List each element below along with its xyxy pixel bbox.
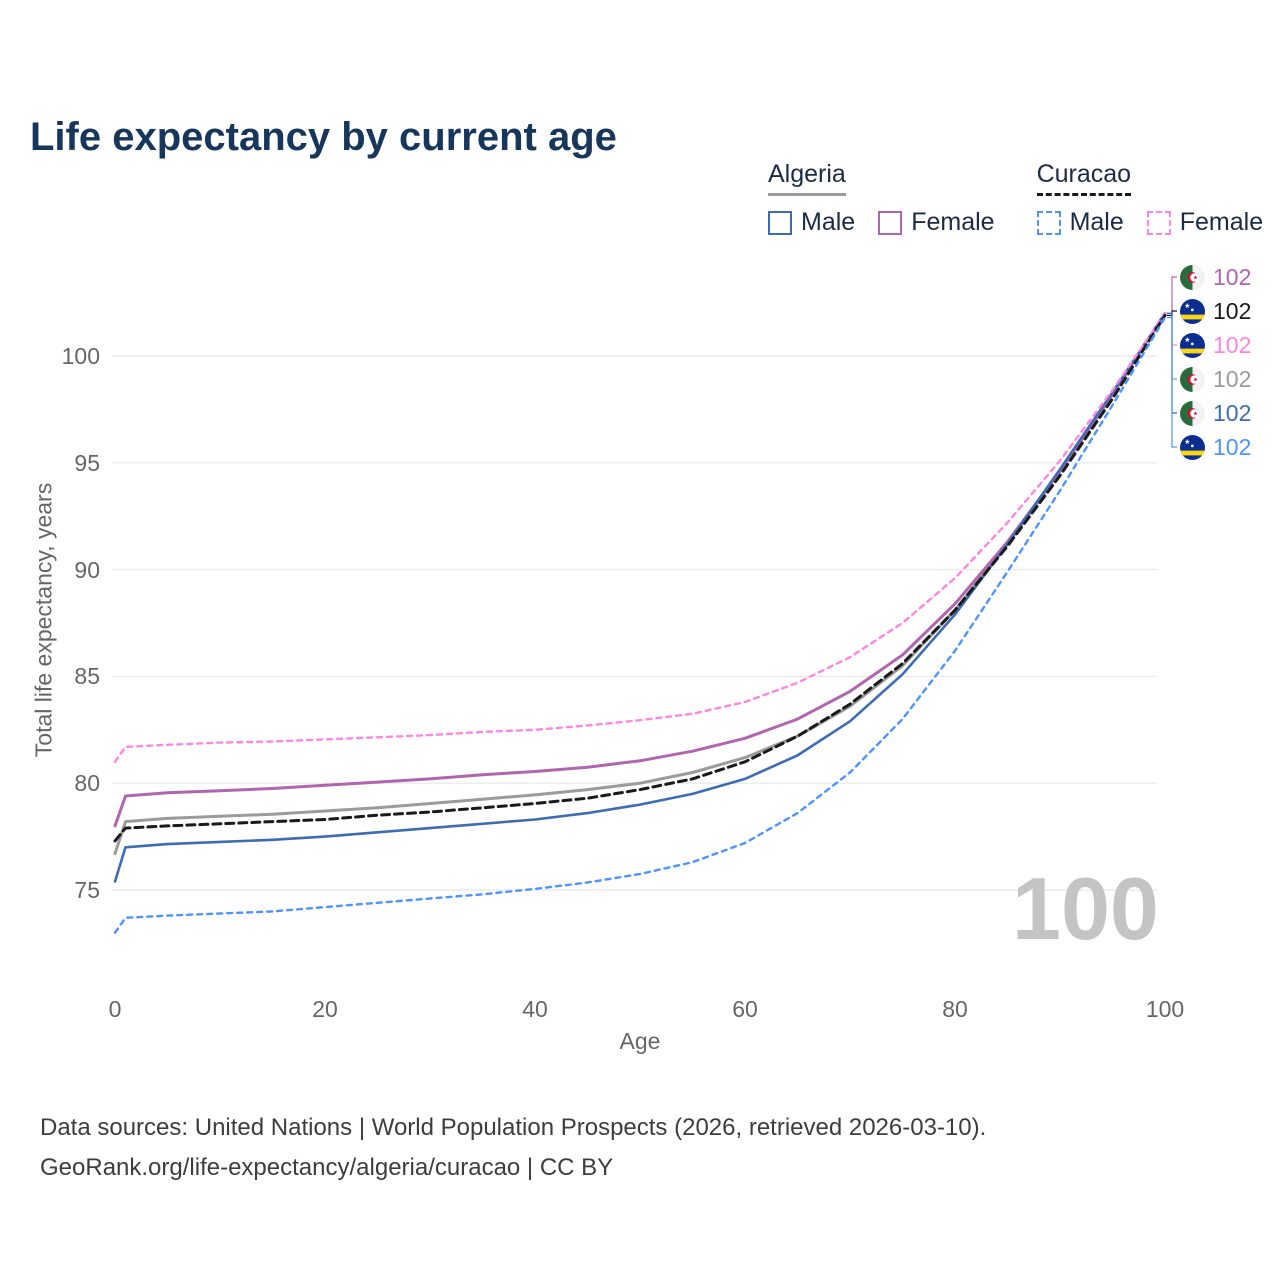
legend-label-curacao-male[interactable]: Male [1069,208,1124,236]
x-axis-tick-label: 100 [1145,996,1185,1022]
legend-items-curacao: Male Female [1036,208,1278,237]
page-title: Life expectancy by current age [30,114,617,159]
x-axis-tick-label: 60 [732,996,758,1022]
legend-label-algeria-male[interactable]: Male [801,208,856,236]
algeria-flag-icon [1180,400,1205,426]
endpoint-value: 102 [1213,399,1252,426]
legend-country-curacao[interactable]: Curacao [1036,160,1132,196]
y-axis-tick-label: 75 [74,877,100,903]
y-axis-tick-label: 95 [74,449,100,476]
curacao-flag-icon [1180,434,1205,460]
legend-label-algeria-female[interactable]: Female [911,208,995,236]
endpoint-value: 102 [1213,297,1252,324]
current-age-watermark: 100 [1012,859,1159,958]
footer: Data sources: United Nations | World Pop… [40,1108,986,1188]
endpoint-labels: 102 102 102 [1180,260,1251,464]
legend-group-algeria: Algeria Male Female [768,160,1009,237]
endpoint-row-curacao-female: 102 [1180,328,1251,362]
endpoint-row-algeria-male: 102 [1180,396,1251,430]
algeria-male-swatch[interactable] [768,210,792,235]
x-axis-tick-label: 20 [312,996,338,1022]
y-axis-tick-label: 90 [74,556,100,583]
endpoint-row-curacao-both: 102 [1180,294,1251,328]
legend-items-algeria: Male Female [768,208,1009,237]
curacao-female-swatch[interactable] [1146,210,1171,235]
x-axis-tick-label: 40 [522,996,548,1022]
y-axis-tick-label: 85 [74,663,100,690]
algeria-female-swatch[interactable] [878,210,903,235]
legend-country-algeria[interactable]: Algeria [768,160,846,196]
endpoint-value: 102 [1213,433,1252,460]
x-axis-tick-label: 80 [942,996,968,1022]
attribution-line: GeoRank.org/life-expectancy/algeria/cura… [40,1154,614,1181]
x-axis-title: Age [619,1028,661,1054]
endpoint-row-algeria-both: 102 [1180,362,1251,396]
y-axis-title: Total life expectancy, years [30,482,57,758]
curacao-male-swatch[interactable] [1036,210,1061,235]
x-axis-tick-label: 0 [108,996,122,1022]
legend-label-curacao-female[interactable]: Female [1179,208,1264,236]
endpoint-value: 102 [1213,263,1252,290]
endpoint-row-curacao-male: 102 [1180,430,1251,464]
endpoint-row-algeria-female: 102 [1180,260,1251,294]
algeria-flag-icon [1180,366,1205,392]
data-sources-line: Data sources: United Nations | World Pop… [40,1114,987,1141]
endpoint-value: 102 [1213,365,1252,392]
y-axis-tick-label: 100 [61,343,100,369]
legend-group-curacao: Curacao Male Female [1036,160,1278,237]
curacao-flag-icon [1180,332,1205,358]
endpoint-value: 102 [1213,331,1252,358]
y-axis-tick-label: 80 [74,770,100,797]
algeria-flag-icon [1180,264,1205,290]
legend: Algeria Male Female Curacao Male Female [768,160,1277,237]
curacao-flag-icon [1180,298,1205,324]
